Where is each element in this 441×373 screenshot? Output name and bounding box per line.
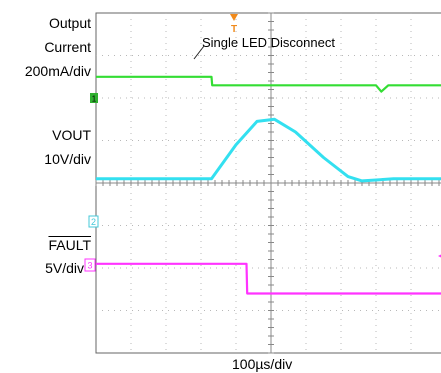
fault-label: FAULT (48, 237, 91, 253)
fault-level-marker (438, 254, 441, 258)
channel-1-marker-label: 1 (92, 95, 97, 104)
channel-2-marker-label: 2 (91, 217, 96, 227)
current-scale-label: 200mA/div (24, 63, 91, 79)
plot-markers: T 1 2 3 (84, 14, 441, 272)
vout-label: VOUT (52, 127, 91, 143)
channel-3-marker (84, 258, 96, 272)
trigger-marker-label: T (231, 24, 237, 35)
channel-2-marker (88, 215, 99, 228)
channel-3-marker-label: 3 (87, 261, 92, 271)
trace-vout (96, 117, 441, 183)
x-axis-label: 100µs/div (232, 356, 293, 372)
current-label-line2: Current (44, 39, 91, 55)
vout-scale-label: 10V/div (44, 151, 91, 167)
channel-1-marker (90, 93, 98, 103)
annotation-arrow (193, 45, 205, 60)
fault-scale-label: 5V/div (45, 260, 84, 276)
trigger-position-marker (230, 14, 238, 21)
plot-traces (96, 75, 441, 295)
annotation-single-led-disconnect: Single LED Disconnect (202, 35, 335, 50)
trace-fault (96, 262, 441, 295)
trace-output-current (96, 75, 441, 93)
current-label-line1: Output (48, 15, 91, 31)
plot-grid (95, 12, 441, 354)
